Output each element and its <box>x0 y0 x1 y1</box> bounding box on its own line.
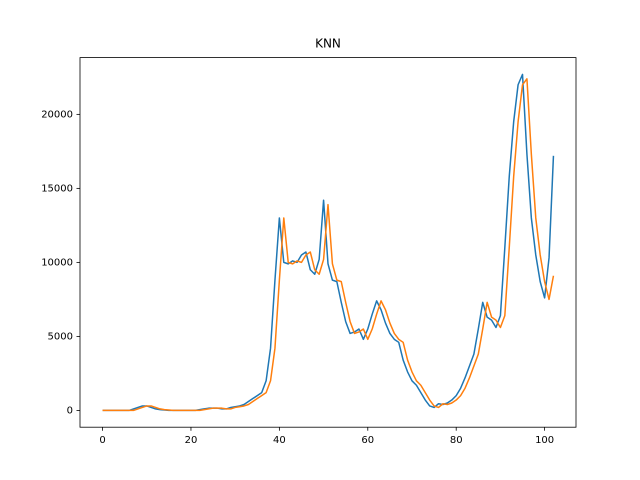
x-tick-label: 0 <box>99 435 105 446</box>
data-line <box>102 78 555 412</box>
chart-title: KNN <box>315 37 341 51</box>
x-tick-label: 20 <box>185 435 198 446</box>
y-tick-label: 10000 <box>41 257 73 268</box>
x-tick-label: 60 <box>361 435 374 446</box>
plot-frame <box>79 57 577 428</box>
y-tick-label: 5000 <box>48 331 73 342</box>
y-tick-label: 20000 <box>41 109 73 120</box>
y-tick-label: 15000 <box>41 183 73 194</box>
y-tick-label: 0 <box>67 405 73 416</box>
x-tick-label: 40 <box>273 435 286 446</box>
x-tick-label: 80 <box>450 435 463 446</box>
x-tick-label: 100 <box>535 435 554 446</box>
